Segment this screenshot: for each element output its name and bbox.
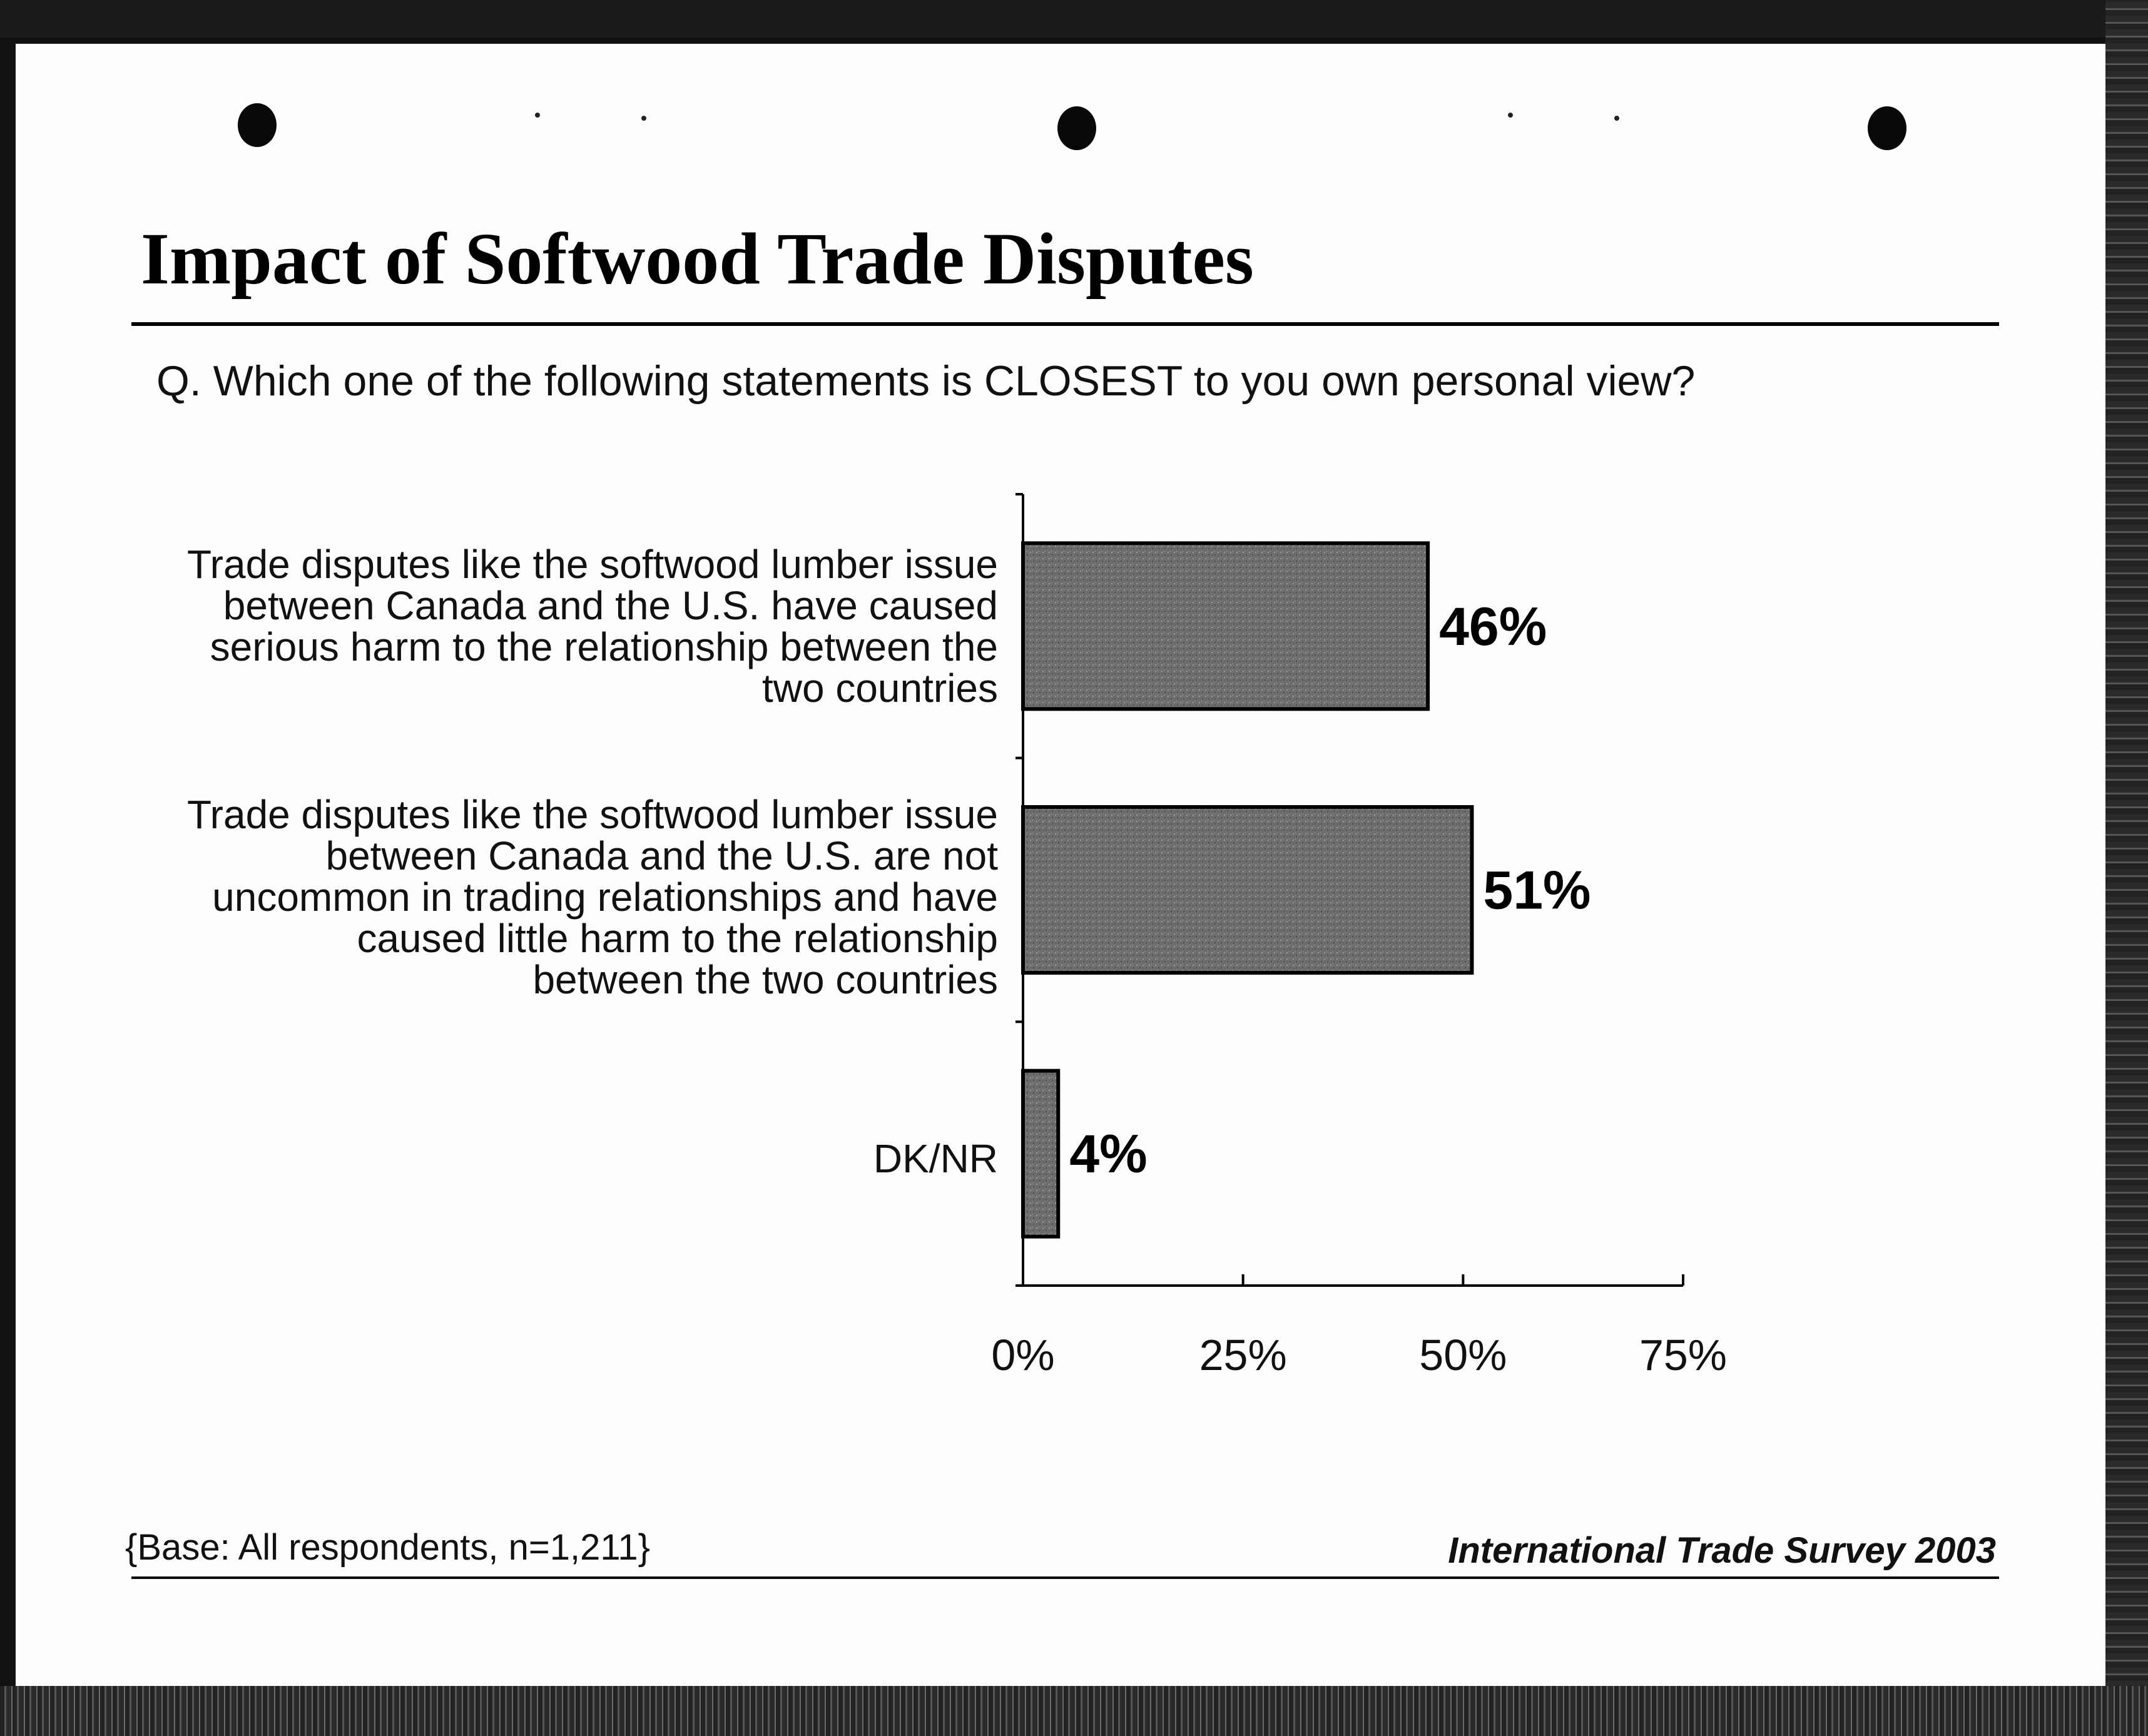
page-title: Impact of Softwood Trade Disputes xyxy=(141,218,1254,300)
data-label: 46% xyxy=(1439,597,1547,657)
scan-border-top xyxy=(0,0,2148,38)
footer-base-note: {Base: All respondents, n=1,211} xyxy=(125,1527,650,1568)
scan-border-right xyxy=(2105,0,2148,1736)
punch-hole-left xyxy=(238,103,277,147)
category-label: DK/NR xyxy=(873,1136,998,1181)
question-text: Q. Which one of the following statements… xyxy=(156,357,1696,405)
slide: Impact of Softwood Trade Disputes Q. Whi… xyxy=(16,44,2105,1686)
punch-hole-center xyxy=(1057,106,1096,150)
x-tick-label: 25% xyxy=(1199,1331,1287,1379)
category-label: Trade disputes like the softwood lumber … xyxy=(186,542,998,711)
speck xyxy=(1508,113,1513,118)
title-rule xyxy=(131,322,1999,326)
bar xyxy=(1021,1069,1061,1239)
x-tick-label: 0% xyxy=(991,1331,1054,1379)
category-label: Trade disputes like the softwood lumber … xyxy=(186,792,998,1002)
speck xyxy=(535,113,540,118)
scan-border-bottom xyxy=(0,1686,2148,1736)
x-tick-label: 75% xyxy=(1639,1331,1727,1379)
data-label: 51% xyxy=(1483,861,1591,921)
footer-rule xyxy=(131,1576,1999,1579)
speck xyxy=(1614,116,1619,121)
bar xyxy=(1021,541,1430,711)
footer-source: International Trade Survey 2003 xyxy=(1448,1530,1996,1571)
speck xyxy=(641,116,646,121)
bar xyxy=(1021,805,1474,975)
data-label: 4% xyxy=(1069,1124,1147,1184)
x-tick-label: 50% xyxy=(1419,1331,1507,1379)
punch-hole-right xyxy=(1868,106,1906,150)
bar-chart: 0% 25% 50% 75% 46% 51% 4% xyxy=(991,493,1727,1379)
